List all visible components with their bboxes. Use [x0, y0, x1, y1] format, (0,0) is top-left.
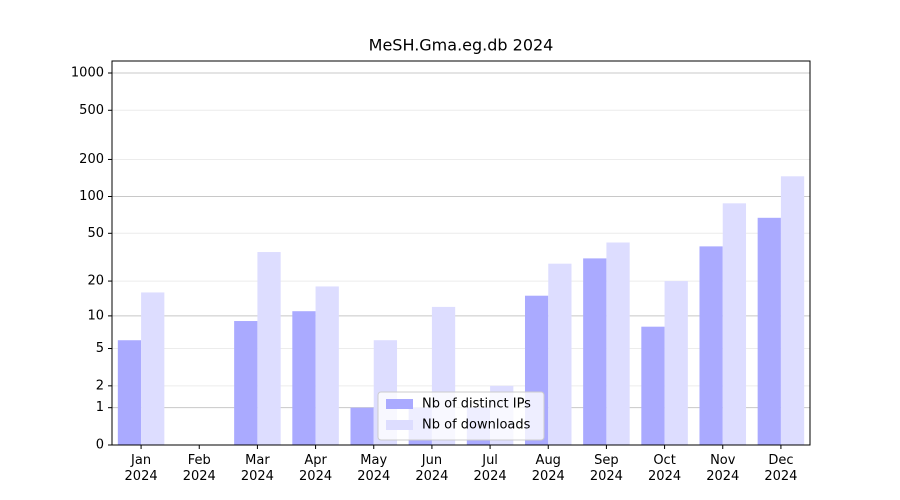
bar — [722, 203, 747, 445]
x-tick-label: Aug 2024 — [531, 453, 565, 484]
bar — [641, 326, 665, 445]
x-tick-label: May 2024 — [357, 453, 391, 484]
legend-box — [377, 391, 545, 441]
bar — [315, 286, 339, 445]
bar — [292, 311, 316, 445]
bar — [141, 292, 165, 445]
y-tick-label: 100 — [79, 189, 104, 204]
x-tick-label: Jan 2024 — [124, 453, 158, 484]
grid — [112, 72, 810, 446]
bar — [606, 242, 630, 445]
bar — [234, 321, 258, 445]
legend-label: Nb of downloads — [422, 418, 531, 433]
bar — [257, 252, 281, 445]
x-tick-label: Jun 2024 — [415, 453, 449, 484]
y-tick-label: 2 — [96, 378, 104, 393]
x-tick-label: Oct 2024 — [648, 453, 682, 484]
y-tick-label: 0 — [96, 438, 104, 453]
bar — [699, 246, 723, 445]
bar — [664, 281, 688, 445]
y-tick-label: 1 — [96, 400, 104, 415]
x-tick-label: Apr 2024 — [299, 453, 333, 484]
bar — [583, 258, 607, 445]
bar — [117, 340, 142, 445]
x-tick-label: Jul 2024 — [473, 453, 507, 484]
y-tick-label: 20 — [87, 274, 104, 289]
bar — [350, 407, 374, 445]
x-tick-label: Sep 2024 — [589, 453, 623, 484]
legend-label: Nb of distinct IPs — [422, 397, 531, 412]
legend-swatch — [386, 420, 413, 430]
x-tick-label: Mar 2024 — [240, 453, 274, 484]
legend: Nb of distinct IPs Nb of downloads — [377, 391, 545, 441]
y-tick-label: 1000 — [71, 66, 104, 81]
y-tick-label: 10 — [87, 308, 104, 323]
bar — [780, 176, 805, 446]
bar — [548, 263, 572, 445]
plot-frame — [111, 60, 811, 446]
x-tick-label: Dec 2024 — [764, 453, 798, 484]
bar — [757, 217, 781, 445]
y-tick-label: 50 — [87, 226, 104, 241]
y-tick-label: 200 — [79, 152, 104, 167]
x-tick-label: Nov 2024 — [706, 453, 740, 484]
legend-swatch — [386, 399, 413, 409]
x-tick-label: Feb 2024 — [182, 453, 216, 484]
chart-title: MeSH.Gma.eg.db 2024 — [369, 36, 554, 55]
y-tick-label: 5 — [96, 341, 104, 356]
y-tick-label: 500 — [79, 103, 104, 118]
